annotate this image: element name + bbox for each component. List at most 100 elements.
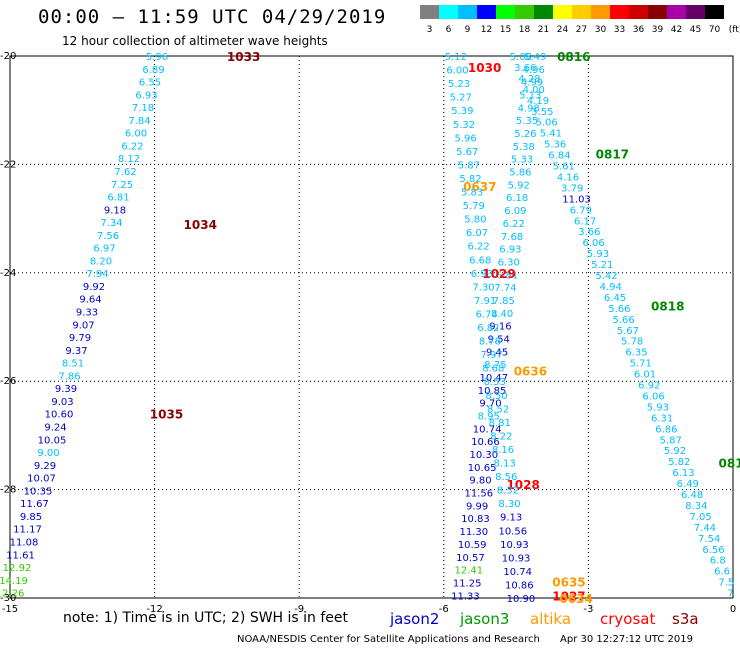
legend-item-jason2: jason2 [390,610,440,628]
swh-value: 7.44 [694,523,716,534]
pass-time-label: 0819 [719,457,740,471]
swh-value: 10.35 [24,486,53,497]
scale-swatch [496,5,515,19]
swh-value: 9.45 [486,347,508,358]
lon-tick-label: -12 [146,604,162,615]
pass-time-label: 0636 [514,364,547,378]
lat-tick-label: -20 [0,51,16,62]
swh-value: 9.80 [469,476,491,487]
scale-swatch [515,5,534,19]
swh-value: 10.66 [471,437,500,448]
swh-value: 11.33 [451,591,480,602]
pass-time-label: 1028 [506,478,539,492]
legend-item-s3a: s3a [672,610,699,628]
scale-swatch [439,5,458,19]
lat-tick-label: -26 [0,376,16,387]
swh-value: 8.20 [90,256,112,267]
swh-value: 5.13 [519,91,541,102]
swh-value: 4.16 [557,172,579,183]
swh-value: 7.86 [58,371,80,382]
swh-value: 9.79 [69,333,91,344]
swh-value: 7.62 [114,167,136,178]
swh-value: 14.19 [0,576,28,587]
scale-swatch [572,5,591,19]
swh-value: 7.34 [100,218,122,229]
swh-value: 12.41 [454,566,483,577]
scale-label: 36 [632,25,645,35]
pass-time-label: 0635 [552,576,585,590]
lon-tick-label: -3 [583,604,593,615]
scale-label: 42 [670,25,683,35]
swh-value: 5.67 [456,147,478,158]
swh-value: 9.16 [489,322,511,333]
swh-value: 8.16 [492,445,514,456]
swh-value: 12.26 [0,589,24,600]
swh-value: 9.00 [37,448,59,459]
swh-value: 5.66 [608,304,630,315]
swh-value: 3.66 [578,227,600,238]
swh-value: 7 [727,589,733,600]
swh-value: 5.71 [630,359,652,370]
swh-value: 5.86 [509,168,531,179]
swh-value: 9.64 [79,295,101,306]
scale-label: 15 [499,25,512,35]
lon-tick-label: -6 [439,604,449,615]
swh-value: 5.42 [595,271,617,282]
swh-value: 4.00 [523,85,545,96]
swh-value: 9.99 [466,501,488,512]
swh-value: 6.07 [466,228,488,239]
swh-value: 8.52 [487,404,509,415]
scale-label: 6 [445,25,452,35]
swh-value: 4.94 [600,282,622,293]
swh-value: 5.82 [668,457,690,468]
scale-label: (ft) [728,25,740,35]
track-center-2: 5.12 6.00 5.23 5.27 5.39 5.32 5.96 5.67 5.87 5.82… [445,52,593,606]
swh-value: 6.09 [504,206,526,217]
swh-value: 6.6 [714,567,730,578]
swh-value: 5.06 [535,118,557,129]
swh-value: 5.83 [461,188,483,199]
swh-value: 5.78 [621,337,643,348]
swh-value: 8.53 [484,377,506,388]
pass-time-label: 1034 [184,218,217,232]
swh-value: 12.92 [3,563,32,574]
scale-label: 30 [594,25,607,35]
swh-value: 5.92 [508,180,530,191]
legend-item-altika: altika [530,610,572,628]
swh-value: 9.13 [500,513,522,524]
swh-value: 8.50 [485,391,507,402]
swh-value: 5.35 [516,116,538,127]
credit-line: NOAA/NESDIS Center for Satellite Applica… [237,634,540,645]
swh-value: 9.70 [479,399,501,410]
swh-value: 8.32 [497,486,519,497]
swh-value: 5.23 [448,79,470,90]
swh-value: 4.98 [518,103,540,114]
swh-value: 8.34 [685,501,707,512]
scale-label: 9 [464,25,471,35]
scale-label: 27 [575,25,588,35]
swh-value: 5.61 [553,162,575,173]
swh-value: 7.94 [86,269,108,280]
swh-value: 9.24 [44,422,66,433]
swh-value: 6.31 [651,413,673,424]
swh-value: 11.56 [464,489,493,500]
scale-swatch [420,5,439,19]
swh-value: 8.78 [479,337,501,348]
swh-value: 6.45 [604,293,626,304]
swh-value: 10.85 [478,386,507,397]
scale-swatch [667,5,686,19]
scale-label: 70 [708,25,721,35]
swh-value: 10.07 [27,474,56,485]
swh-value: 7.54 [698,534,720,545]
scale-swatch [477,5,496,19]
swh-value: 6.22 [467,242,489,253]
legend-item-cryosat: cryosat [600,610,656,628]
swh-value: 6.89 [142,65,164,76]
swh-value: 5.32 [453,120,475,131]
swh-value: 6.93 [471,269,493,280]
swh-value: 10.56 [498,526,527,537]
lon-tick-label: 0 [730,604,736,615]
pass-time-label: 1035 [150,408,183,422]
swh-value: 5.26 [514,129,536,140]
